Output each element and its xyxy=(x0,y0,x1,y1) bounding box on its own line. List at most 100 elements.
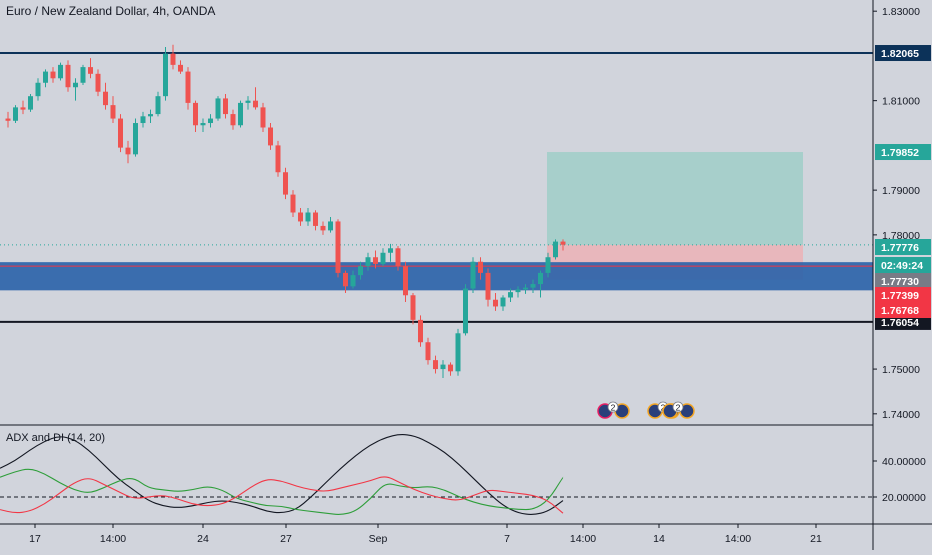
candle xyxy=(223,93,228,119)
indicator-title[interactable]: ADX and DI (14, 20) xyxy=(6,432,106,444)
candle-body xyxy=(170,53,176,65)
candle-body xyxy=(538,272,543,285)
candle xyxy=(193,100,198,132)
candle-body xyxy=(148,114,153,117)
candle xyxy=(395,246,401,271)
resistance-price-tag-text: 1.82065 xyxy=(881,48,919,60)
candle xyxy=(245,96,251,110)
candle-body xyxy=(73,82,78,88)
candle xyxy=(65,60,71,92)
candle-body xyxy=(275,145,281,173)
candle-body xyxy=(133,123,138,155)
event-count: 2 xyxy=(676,403,681,413)
price-tag-0-text: 1.77776 xyxy=(881,242,919,254)
candle xyxy=(253,87,258,110)
candle xyxy=(313,210,318,231)
candle-body xyxy=(215,98,221,119)
price-tag-2-text: 1.77730 xyxy=(881,276,919,288)
candle-body xyxy=(388,248,393,253)
candle-body xyxy=(245,100,251,103)
event-count-badge xyxy=(672,401,684,413)
candle-body xyxy=(403,266,408,296)
candle xyxy=(433,355,438,374)
candle xyxy=(470,257,476,294)
candle-body xyxy=(20,107,26,110)
candle-body xyxy=(350,275,356,287)
candle xyxy=(463,284,468,336)
price-tick-label: 1.74000 xyxy=(882,409,920,421)
price-tick-label: 1.83000 xyxy=(882,6,920,18)
price-tick-label: 1.75000 xyxy=(882,364,920,376)
time-tick-label: 14:00 xyxy=(570,533,596,545)
time-tick-label: 17 xyxy=(29,533,41,545)
target-price-tag-text: 1.79852 xyxy=(881,147,919,159)
candle-body xyxy=(508,292,513,298)
candle xyxy=(50,67,56,83)
candle-body xyxy=(110,105,116,119)
candle-body xyxy=(178,64,183,72)
candle-body xyxy=(65,64,71,88)
event-icon: 2 xyxy=(662,401,695,419)
candle-body xyxy=(560,241,566,245)
candle-body xyxy=(35,82,41,97)
candle xyxy=(35,78,41,101)
candle-body xyxy=(208,118,213,124)
candle-body xyxy=(230,114,236,126)
candle-body xyxy=(200,123,206,126)
candle xyxy=(425,337,431,365)
price-tag-3-text: 1.77399 xyxy=(881,290,919,302)
time-axis[interactable]: 17 14:00 24 27 Sep 7 14:00 14 14:00 21 xyxy=(29,524,822,545)
candle-body xyxy=(545,257,551,273)
price-tag-2-bg xyxy=(875,273,931,289)
series-adx xyxy=(0,434,564,515)
candle xyxy=(328,216,333,233)
candle-body xyxy=(80,67,86,83)
candle xyxy=(208,114,213,128)
price-tick-label: 1.79000 xyxy=(882,185,920,197)
candle xyxy=(485,268,491,307)
candle-body xyxy=(455,333,461,372)
candle xyxy=(20,100,26,115)
price-tick-label: 1.78000 xyxy=(882,230,920,242)
candle-body xyxy=(335,221,341,273)
candle xyxy=(13,105,18,124)
candle xyxy=(455,328,461,376)
candle-body xyxy=(478,261,483,273)
candle xyxy=(5,111,11,128)
candle-body xyxy=(448,364,453,372)
candle-body xyxy=(58,64,63,79)
candle xyxy=(350,270,356,289)
candle xyxy=(185,67,191,110)
candle xyxy=(28,93,33,112)
price-tick-label: 1.81000 xyxy=(882,96,920,108)
price-tag-0: 1.77776 xyxy=(875,239,931,255)
candle xyxy=(365,252,371,271)
candle xyxy=(260,102,266,132)
candle-body xyxy=(103,91,108,106)
candle xyxy=(538,270,543,298)
price-tag-1-text: 02:49:24 xyxy=(881,260,923,272)
candle-body xyxy=(125,147,131,155)
candle-body xyxy=(95,73,101,92)
candles-layer xyxy=(5,44,566,379)
candle xyxy=(200,118,206,132)
series-minus-di xyxy=(0,476,564,514)
candle xyxy=(410,293,416,325)
candle xyxy=(560,239,566,251)
candle xyxy=(358,261,363,280)
time-tick-label: 14:00 xyxy=(725,533,751,545)
candle-body xyxy=(260,107,266,128)
candle-body xyxy=(410,295,416,320)
candle xyxy=(290,190,296,217)
candle-body xyxy=(5,118,11,121)
candle xyxy=(95,69,101,97)
candle xyxy=(478,257,483,280)
candle xyxy=(298,208,303,226)
candle xyxy=(380,248,386,267)
time-tick-label: 7 xyxy=(504,533,510,545)
candle xyxy=(88,58,93,79)
symbol-title[interactable]: Euro / New Zealand Dollar, 4h, OANDA xyxy=(6,4,216,18)
